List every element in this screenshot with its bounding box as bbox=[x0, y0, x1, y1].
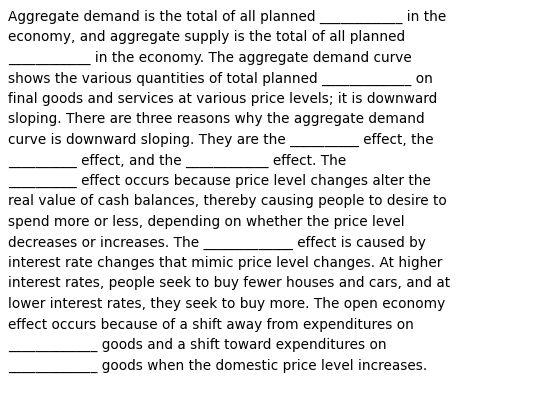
Text: real value of cash balances, thereby causing people to desire to: real value of cash balances, thereby cau… bbox=[8, 194, 447, 209]
Text: shows the various quantities of total planned _____________ on: shows the various quantities of total pl… bbox=[8, 72, 433, 85]
Text: curve is downward sloping. They are the __________ effect, the: curve is downward sloping. They are the … bbox=[8, 133, 434, 147]
Text: economy, and aggregate supply is the total of all planned: economy, and aggregate supply is the tot… bbox=[8, 31, 405, 44]
Text: lower interest rates, they seek to buy more. The open economy: lower interest rates, they seek to buy m… bbox=[8, 297, 445, 311]
Text: effect occurs because of a shift away from expenditures on: effect occurs because of a shift away fr… bbox=[8, 318, 414, 331]
Text: _____________ goods and a shift toward expenditures on: _____________ goods and a shift toward e… bbox=[8, 338, 387, 352]
Text: spend more or less, depending on whether the price level: spend more or less, depending on whether… bbox=[8, 215, 405, 229]
Text: Aggregate demand is the total of all planned ____________ in the: Aggregate demand is the total of all pla… bbox=[8, 10, 446, 24]
Text: decreases or increases. The _____________ effect is caused by: decreases or increases. The ____________… bbox=[8, 235, 426, 250]
Text: ____________ in the economy. The aggregate demand curve: ____________ in the economy. The aggrega… bbox=[8, 51, 412, 65]
Text: interest rate changes that mimic price level changes. At higher: interest rate changes that mimic price l… bbox=[8, 256, 442, 270]
Text: _____________ goods when the domestic price level increases.: _____________ goods when the domestic pr… bbox=[8, 359, 427, 372]
Text: __________ effect occurs because price level changes alter the: __________ effect occurs because price l… bbox=[8, 174, 431, 188]
Text: __________ effect, and the ____________ effect. The: __________ effect, and the ____________ … bbox=[8, 153, 347, 168]
Text: final goods and services at various price levels; it is downward: final goods and services at various pric… bbox=[8, 92, 437, 106]
Text: sloping. There are three reasons why the aggregate demand: sloping. There are three reasons why the… bbox=[8, 112, 425, 127]
Text: interest rates, people seek to buy fewer houses and cars, and at: interest rates, people seek to buy fewer… bbox=[8, 277, 450, 290]
